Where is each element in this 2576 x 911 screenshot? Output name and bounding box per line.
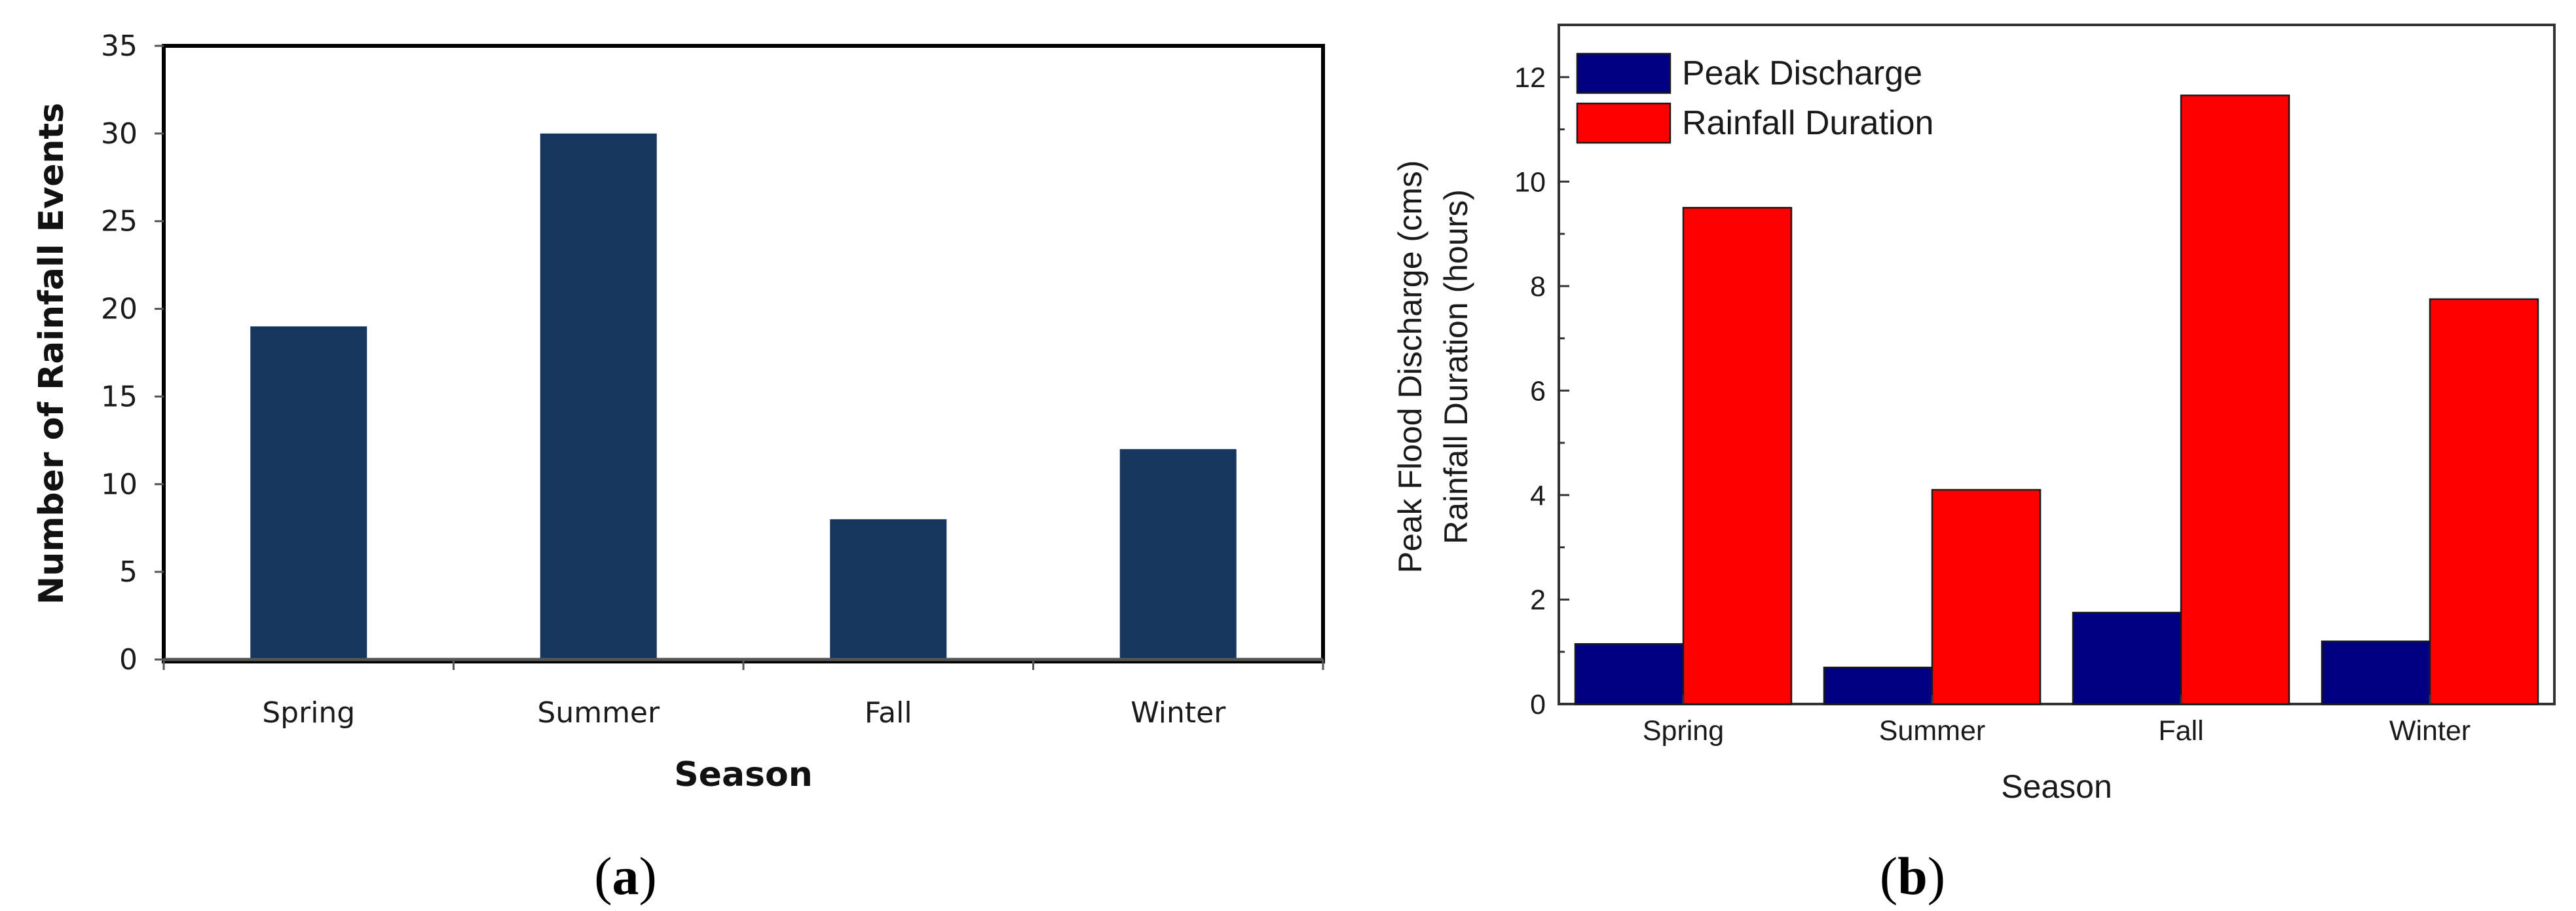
chart-a-y-axis-title: Number of Rainfall Events — [32, 103, 71, 604]
chart-a-y-tick-label: 30 — [101, 117, 138, 151]
chart-a-y-axis: 0 5 10 15 20 25 30 35 — [101, 29, 164, 677]
chart-b-x-tick-label-fall: Fall — [2158, 715, 2203, 747]
chart-b-bar-peak-discharge-fall — [2072, 612, 2182, 705]
chart-a-x-axis-title: Season — [674, 755, 813, 794]
chart-b-y-tick-label: 2 — [1530, 584, 1546, 616]
chart-b-y-tick-label: 12 — [1514, 62, 1546, 94]
panel-label-a-letter: a — [612, 846, 639, 906]
chart-a-y-tick-label: 25 — [101, 205, 138, 238]
panel-label-b: (b) — [1880, 846, 1945, 906]
chart-b-y-tick-label: 10 — [1514, 166, 1546, 198]
chart-a-y-tick-label: 5 — [119, 555, 138, 589]
chart-b-legend-swatch-peak-discharge — [1576, 52, 1671, 94]
chart-b-y-tick-label: 4 — [1530, 480, 1546, 511]
chart-b-bar-peak-discharge-summer — [1823, 666, 1933, 705]
chart-a-bar-summer — [540, 133, 657, 660]
chart-b-bar-rainfall-duration-summer — [1931, 489, 2042, 705]
chart-b-y-axis: 0 2 4 6 8 10 12 — [1514, 62, 1569, 720]
chart-b-x-tick-label-spring: Spring — [1643, 715, 1724, 747]
chart-a-y-tick-label: 0 — [119, 643, 138, 677]
panel-label-b-close: ) — [1928, 846, 1945, 906]
panel-label-a-open: ( — [594, 846, 612, 906]
chart-b-x-axis: Spring Summer Fall Winter — [1643, 695, 2471, 747]
chart-b-bars — [1574, 94, 2539, 705]
chart-b-bar-rainfall-duration-fall — [2180, 94, 2290, 705]
chart-b-legend: Peak Discharge Rainfall Duration — [1576, 52, 1933, 144]
chart-b-y-tick-label: 0 — [1530, 689, 1546, 720]
chart-a-bar-fall — [830, 519, 947, 660]
chart-b-y-tick-label: 6 — [1530, 375, 1546, 407]
chart-b-legend-label-rainfall-duration: Rainfall Duration — [1682, 104, 1933, 142]
chart-a-bars — [250, 133, 1237, 660]
chart-a: 0 5 10 15 20 25 30 35 Spring Summer Fall Winter Se… — [32, 29, 1325, 794]
chart-a-y-tick-label: 10 — [101, 468, 138, 501]
chart-a-bar-spring — [250, 326, 367, 660]
chart-b-bar-rainfall-duration-winter — [2429, 298, 2539, 705]
chart-a-bar-winter — [1119, 449, 1237, 660]
chart-a-x-tick-label-fall: Fall — [865, 696, 912, 730]
chart-b-y-axis-title-line-1: Peak Flood Discharge (cms) — [1392, 160, 1428, 574]
chart-a-y-tick-label: 35 — [101, 29, 138, 63]
panel-label-a-close: ) — [639, 846, 657, 906]
chart-b-y-axis-title-line-2: Rainfall Duration (hours) — [1438, 189, 1474, 544]
chart-b-plot-frame — [1558, 24, 2556, 705]
chart-b-legend-swatch-rainfall-duration — [1576, 102, 1671, 144]
panel-label-b-letter: b — [1897, 846, 1928, 906]
chart-a-x-axis: Spring Summer Fall Winter — [162, 660, 1324, 730]
chart-a-x-tick-label-winter: Winter — [1130, 696, 1226, 730]
chart-b-bar-peak-discharge-spring — [1574, 643, 1685, 705]
chart-b-bar-rainfall-duration-spring — [1682, 206, 1793, 705]
chart-a-y-tick-label: 20 — [101, 293, 138, 326]
chart-a-y-tick-label: 15 — [101, 380, 138, 413]
chart-b-y-tick-label: 8 — [1530, 271, 1546, 303]
chart-a-x-tick-label-summer: Summer — [537, 696, 660, 730]
chart-b-x-tick-label-winter: Winter — [2389, 715, 2471, 747]
chart-b-x-axis-title: Season — [2001, 768, 2112, 805]
chart-b-x-tick-label-summer: Summer — [1879, 715, 1985, 747]
chart-b-legend-label-peak-discharge: Peak Discharge — [1682, 54, 1922, 92]
panel-label-a: (a) — [594, 846, 657, 906]
panel-label-b-open: ( — [1880, 846, 1897, 906]
chart-b-bar-peak-discharge-winter — [2321, 641, 2431, 705]
chart-a-x-tick-label-spring: Spring — [262, 696, 355, 730]
